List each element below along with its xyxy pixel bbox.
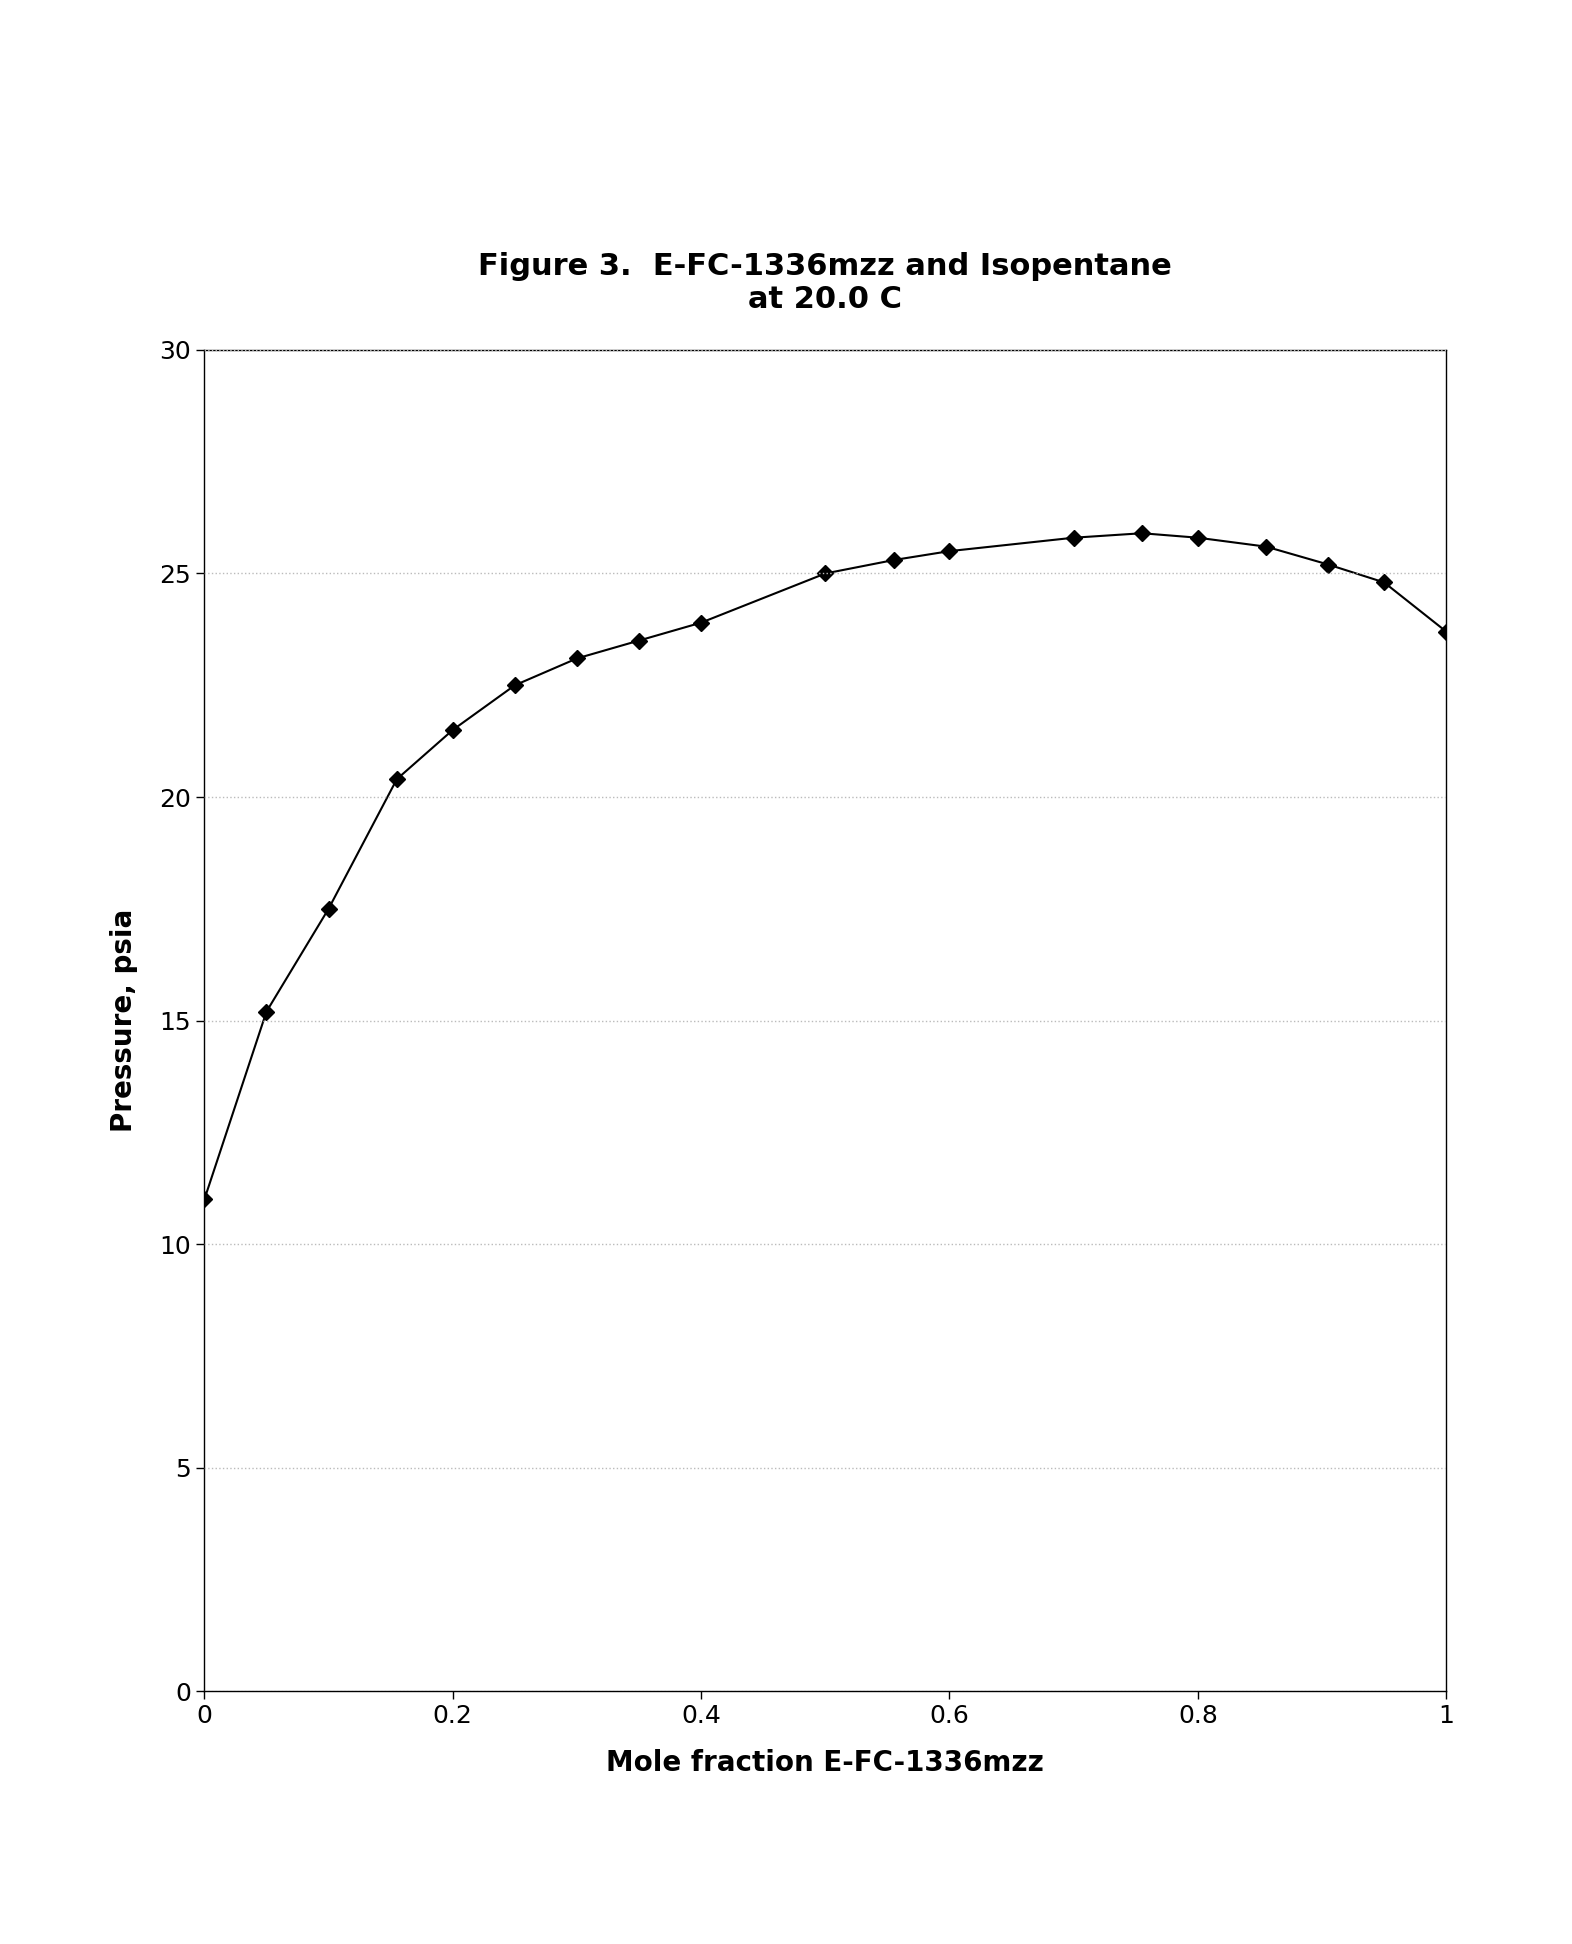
- Title: Figure 3.  E-FC-1336mzz and Isopentane
at 20.0 C: Figure 3. E-FC-1336mzz and Isopentane at…: [478, 251, 1173, 315]
- Y-axis label: Pressure, psia: Pressure, psia: [110, 910, 138, 1131]
- X-axis label: Mole fraction E-FC-1336mzz: Mole fraction E-FC-1336mzz: [607, 1750, 1044, 1777]
